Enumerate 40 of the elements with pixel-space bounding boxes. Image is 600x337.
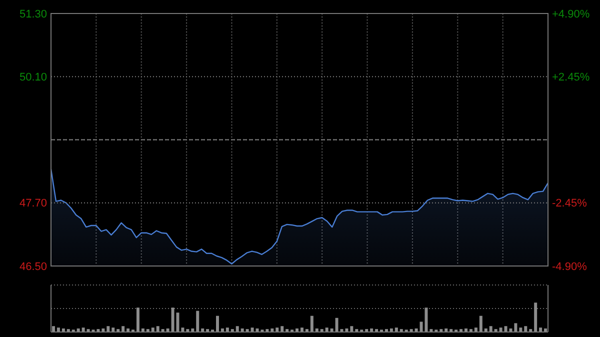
y2-tick-label: -2.45% xyxy=(552,198,588,210)
bar xyxy=(56,328,60,332)
bar xyxy=(136,308,140,332)
bar xyxy=(539,328,542,332)
bar xyxy=(216,316,219,332)
bar xyxy=(300,328,304,332)
bar xyxy=(474,328,478,332)
y2-tick-label: +4.90% xyxy=(552,8,590,20)
bar xyxy=(335,318,338,332)
bar xyxy=(151,328,154,332)
bar xyxy=(310,316,314,332)
bar xyxy=(82,328,85,332)
bar xyxy=(499,328,502,332)
y-tick-label: 47.70 xyxy=(19,198,47,210)
bar xyxy=(489,326,492,332)
bar xyxy=(276,328,279,332)
bar xyxy=(280,326,284,332)
bar xyxy=(181,328,184,332)
bar xyxy=(479,316,482,332)
bar xyxy=(524,326,528,332)
y2-tick-label: -4.90% xyxy=(552,260,588,273)
bar xyxy=(52,326,55,332)
bar xyxy=(519,328,522,332)
bar xyxy=(226,328,229,332)
bar xyxy=(350,326,354,332)
bar xyxy=(534,302,538,332)
y-tick-label: 46.50 xyxy=(19,260,47,273)
bar xyxy=(325,328,328,332)
bar xyxy=(250,328,254,332)
y2-tick-label: +2.45% xyxy=(552,71,590,84)
bar xyxy=(156,326,160,332)
bar xyxy=(106,326,110,332)
bar xyxy=(112,328,115,332)
y-tick-label: 50.10 xyxy=(19,71,47,84)
bar xyxy=(196,310,200,332)
bar xyxy=(394,328,398,332)
bar xyxy=(122,326,125,332)
bar xyxy=(514,323,518,332)
bar xyxy=(236,326,239,332)
y-tick-label: 51.30 xyxy=(19,8,47,20)
